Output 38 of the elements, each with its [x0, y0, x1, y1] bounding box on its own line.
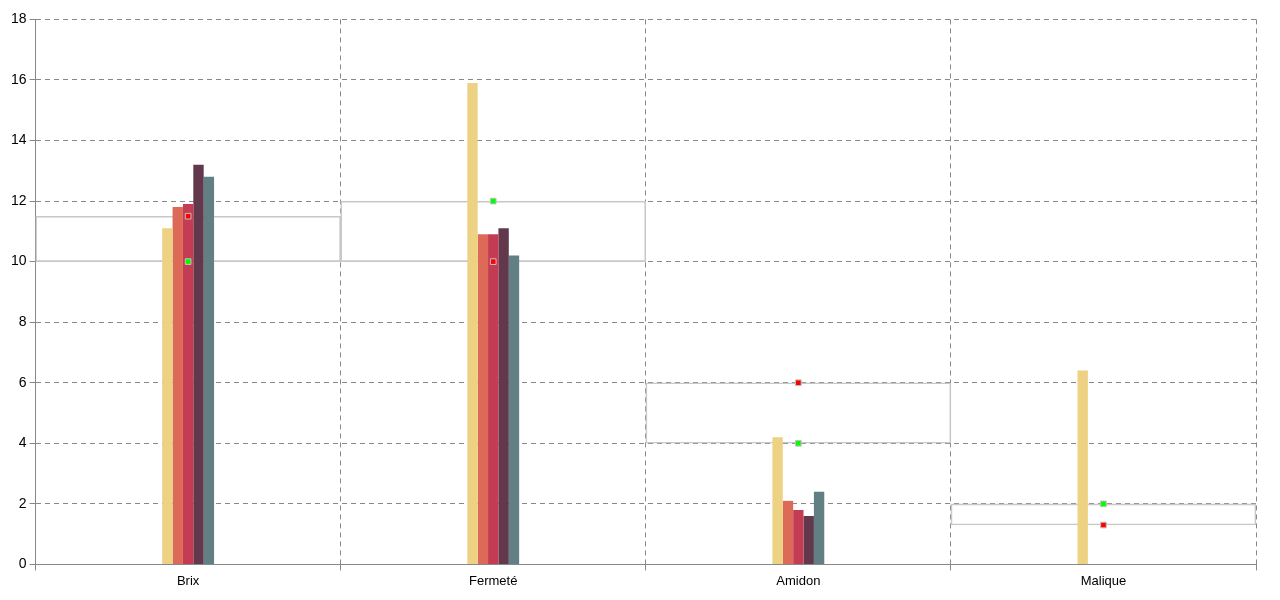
- point: [184, 258, 192, 265]
- bar: [803, 515, 814, 564]
- y-tick-label: 6: [18, 373, 27, 390]
- bar: [172, 207, 183, 564]
- x-tick-label: Fermeté: [469, 572, 518, 588]
- x-tick-label: Amidon: [776, 572, 821, 588]
- y-tick-label: 2: [18, 494, 27, 511]
- bar: [508, 255, 520, 564]
- y-tick-label: 12: [10, 191, 27, 208]
- point: [795, 379, 802, 387]
- x-tick-label: Brix: [176, 572, 200, 588]
- bar: [467, 82, 478, 564]
- bar: [498, 228, 509, 564]
- bar: [782, 500, 794, 564]
- bar: [193, 164, 204, 564]
- y-tick-label: 4: [18, 434, 27, 451]
- y-tick-label: 10: [10, 252, 27, 269]
- bar: [488, 234, 499, 564]
- bar: [793, 509, 804, 564]
- point: [489, 258, 497, 265]
- y-tick-label: 18: [10, 10, 27, 27]
- point: [184, 212, 192, 220]
- point: [1100, 500, 1107, 508]
- bar: [182, 204, 194, 564]
- bar: [477, 234, 489, 564]
- x-tick-label: Malique: [1080, 572, 1127, 588]
- point: [795, 439, 802, 447]
- y-tick-label: 8: [18, 313, 27, 330]
- bar: [162, 228, 173, 564]
- bar: [1077, 370, 1088, 564]
- y-tick-label: 16: [10, 70, 27, 87]
- bar: [203, 176, 215, 564]
- bar: [813, 491, 825, 564]
- y-tick-label: 0: [18, 555, 27, 572]
- bar: [772, 437, 783, 564]
- point: [1100, 521, 1107, 529]
- point: [489, 197, 497, 205]
- y-tick-label: 14: [10, 131, 27, 148]
